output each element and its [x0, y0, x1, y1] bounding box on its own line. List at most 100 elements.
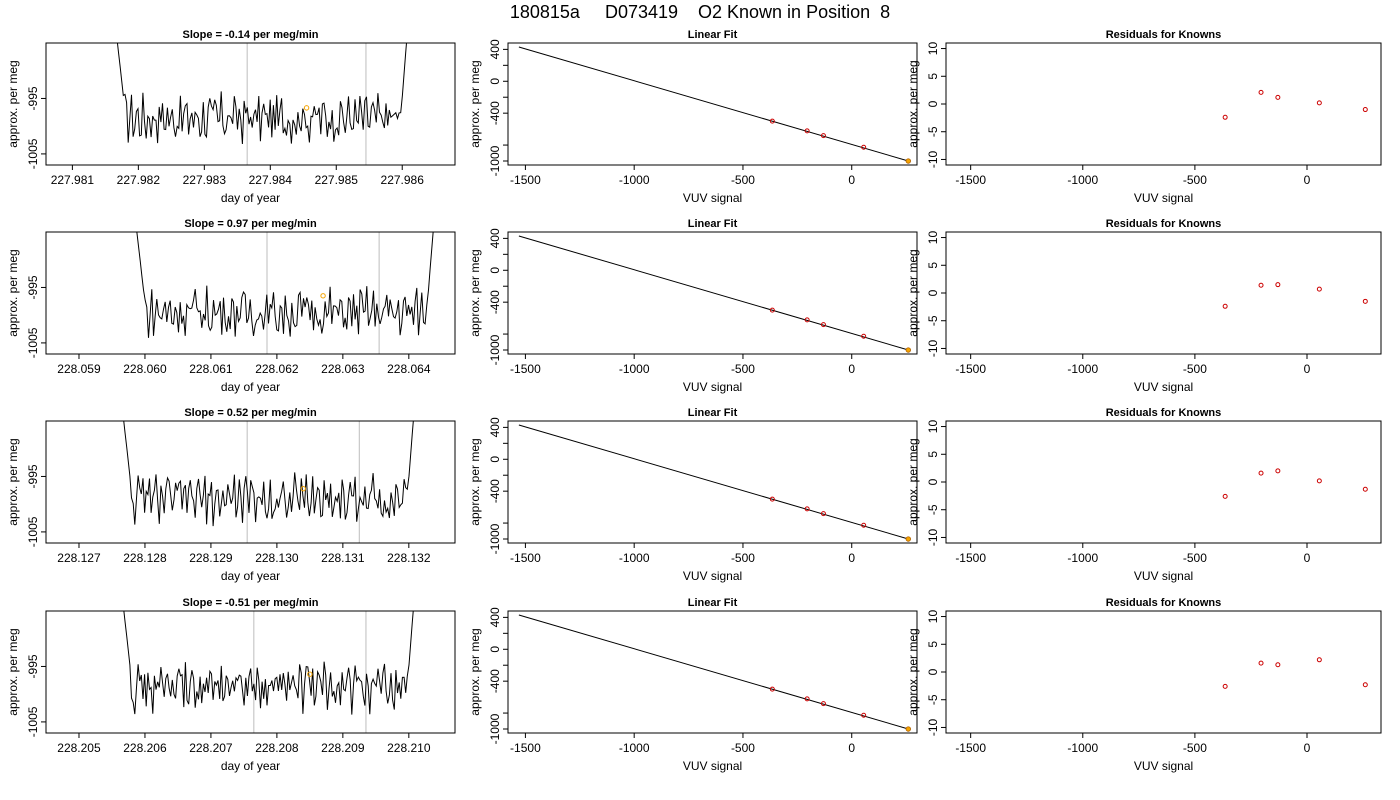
panel-title: Residuals for Knowns	[1106, 29, 1222, 41]
y-tick-label: -5	[926, 315, 940, 326]
sample-marker	[320, 293, 326, 299]
known-point	[861, 333, 867, 339]
x-tick-label: 228.059	[57, 362, 101, 376]
x-tick-label: -1500	[955, 741, 986, 755]
x-tick-label: 228.060	[123, 362, 167, 376]
known-point	[769, 686, 775, 692]
plot-frame	[507, 610, 918, 734]
y-tick-label: -10	[926, 339, 940, 357]
y-axis-label: approx. per meg	[906, 60, 920, 147]
y-tick-label: -1000	[488, 713, 502, 744]
plot-area	[123, 421, 414, 543]
y-tick-label: 0	[488, 78, 502, 85]
x-tick-label: 227.981	[51, 173, 95, 187]
x-tick-label: -500	[731, 362, 755, 376]
plot-frame	[945, 420, 1382, 544]
plot-area	[116, 43, 407, 165]
x-tick-label: 228.064	[387, 362, 431, 376]
sample-point	[905, 726, 911, 732]
residual-point	[1258, 282, 1264, 288]
plot-frame	[45, 231, 456, 355]
plot-area	[518, 46, 911, 164]
y-tick-label: -995	[26, 275, 40, 299]
plot-area	[518, 424, 911, 542]
y-tick-label: -1005	[26, 516, 40, 547]
y-tick-label: 400	[488, 39, 502, 59]
panel-linear-fit-row2: Linear Fit -1500 -1000 -500 0 400 0 -400 -1000 VU…	[468, 218, 918, 394]
x-tick-label: 228.129	[189, 551, 233, 565]
panel-title: Slope = 0.52 per meg/min	[184, 407, 317, 419]
plot-area	[1222, 282, 1368, 309]
y-tick-label: 400	[488, 607, 502, 627]
y-axis-label: approx. per meg	[468, 628, 482, 715]
x-tick-label: -1500	[955, 362, 986, 376]
plot-area	[518, 235, 911, 353]
y-tick-label: 5	[926, 641, 940, 648]
panel-timeseries-row1: Slope = -0.14 per meg/min 227.981 227.982 2…	[6, 29, 456, 205]
y-tick-label: 0	[926, 668, 940, 675]
fit-line	[518, 424, 909, 540]
y-tick-label: -10	[926, 528, 940, 546]
x-axis-label: day of year	[221, 759, 280, 773]
x-tick-label: 227.984	[249, 173, 293, 187]
residual-point	[1222, 303, 1228, 309]
plot-area	[1222, 468, 1368, 499]
known-point	[804, 317, 810, 323]
y-tick-label: 5	[926, 73, 940, 80]
y-axis-label: approx. per meg	[906, 628, 920, 715]
x-tick-label: -1000	[619, 741, 650, 755]
x-axis-label: VUV signal	[1134, 191, 1193, 205]
panel-title: Linear Fit	[688, 407, 738, 419]
plot-area	[1222, 657, 1368, 689]
panel-residuals-row4: Residuals for Knowns -1500 -1000 -500 0 10 5 0 -…	[906, 597, 1382, 773]
x-tick-label: 228.210	[387, 741, 431, 755]
panel-residuals-row3: Residuals for Knowns -1500 -1000 -500 0 10 5 0 -…	[906, 407, 1382, 583]
panel-residuals-row1: Residuals for Knowns -1500 -1000 -500 0 10 5 0 -…	[906, 29, 1382, 205]
y-axis-label: approx. per meg	[6, 438, 20, 525]
x-tick-label: -1000	[619, 362, 650, 376]
y-tick-label: 5	[926, 262, 940, 269]
figure-title: 180815a D073419 O2 Known in Position 8	[509, 2, 891, 22]
known-point	[861, 712, 867, 718]
y-tick-label: -1005	[26, 327, 40, 358]
plot-frame	[45, 420, 456, 544]
known-point	[820, 701, 826, 707]
x-tick-label: 228.063	[321, 362, 365, 376]
x-axis-label: day of year	[221, 569, 280, 583]
fit-line	[518, 235, 909, 351]
signal-trace	[136, 232, 434, 338]
x-tick-label: -1000	[1067, 741, 1098, 755]
x-tick-label: 227.983	[183, 173, 227, 187]
sample-marker	[303, 105, 310, 111]
y-tick-label: 400	[488, 228, 502, 248]
y-tick-label: 10	[926, 42, 940, 56]
x-axis-label: VUV signal	[683, 380, 742, 394]
y-tick-label: -10	[926, 150, 940, 168]
x-tick-label: -1500	[955, 551, 986, 565]
x-tick-label: -500	[731, 741, 755, 755]
y-tick-label: 0	[488, 646, 502, 653]
y-tick-label: 0	[488, 456, 502, 463]
fit-line	[518, 614, 909, 730]
y-tick-label: -10	[926, 718, 940, 736]
panel-title: Slope = -0.51 per meg/min	[182, 597, 318, 609]
residual-point	[1258, 660, 1264, 666]
y-axis-label: approx. per meg	[468, 249, 482, 336]
panel-timeseries-row3: Slope = 0.52 per meg/min 228.127 228.128 22…	[6, 407, 456, 583]
panel-title: Residuals for Knowns	[1106, 218, 1222, 230]
x-tick-label: 228.132	[387, 551, 431, 565]
x-tick-label: 228.061	[189, 362, 233, 376]
x-tick-label: 228.209	[321, 741, 365, 755]
plot-area	[1222, 89, 1368, 120]
plot-frame	[507, 231, 918, 355]
y-axis-label: approx. per meg	[6, 249, 20, 336]
x-axis-label: VUV signal	[1134, 380, 1193, 394]
plot-frame	[507, 420, 918, 544]
residual-point	[1258, 89, 1264, 95]
x-axis-label: VUV signal	[683, 191, 742, 205]
plot-area	[123, 611, 414, 733]
x-axis-label: VUV signal	[1134, 759, 1193, 773]
y-axis-label: approx. per meg	[906, 249, 920, 336]
x-tick-label: 228.127	[57, 551, 101, 565]
